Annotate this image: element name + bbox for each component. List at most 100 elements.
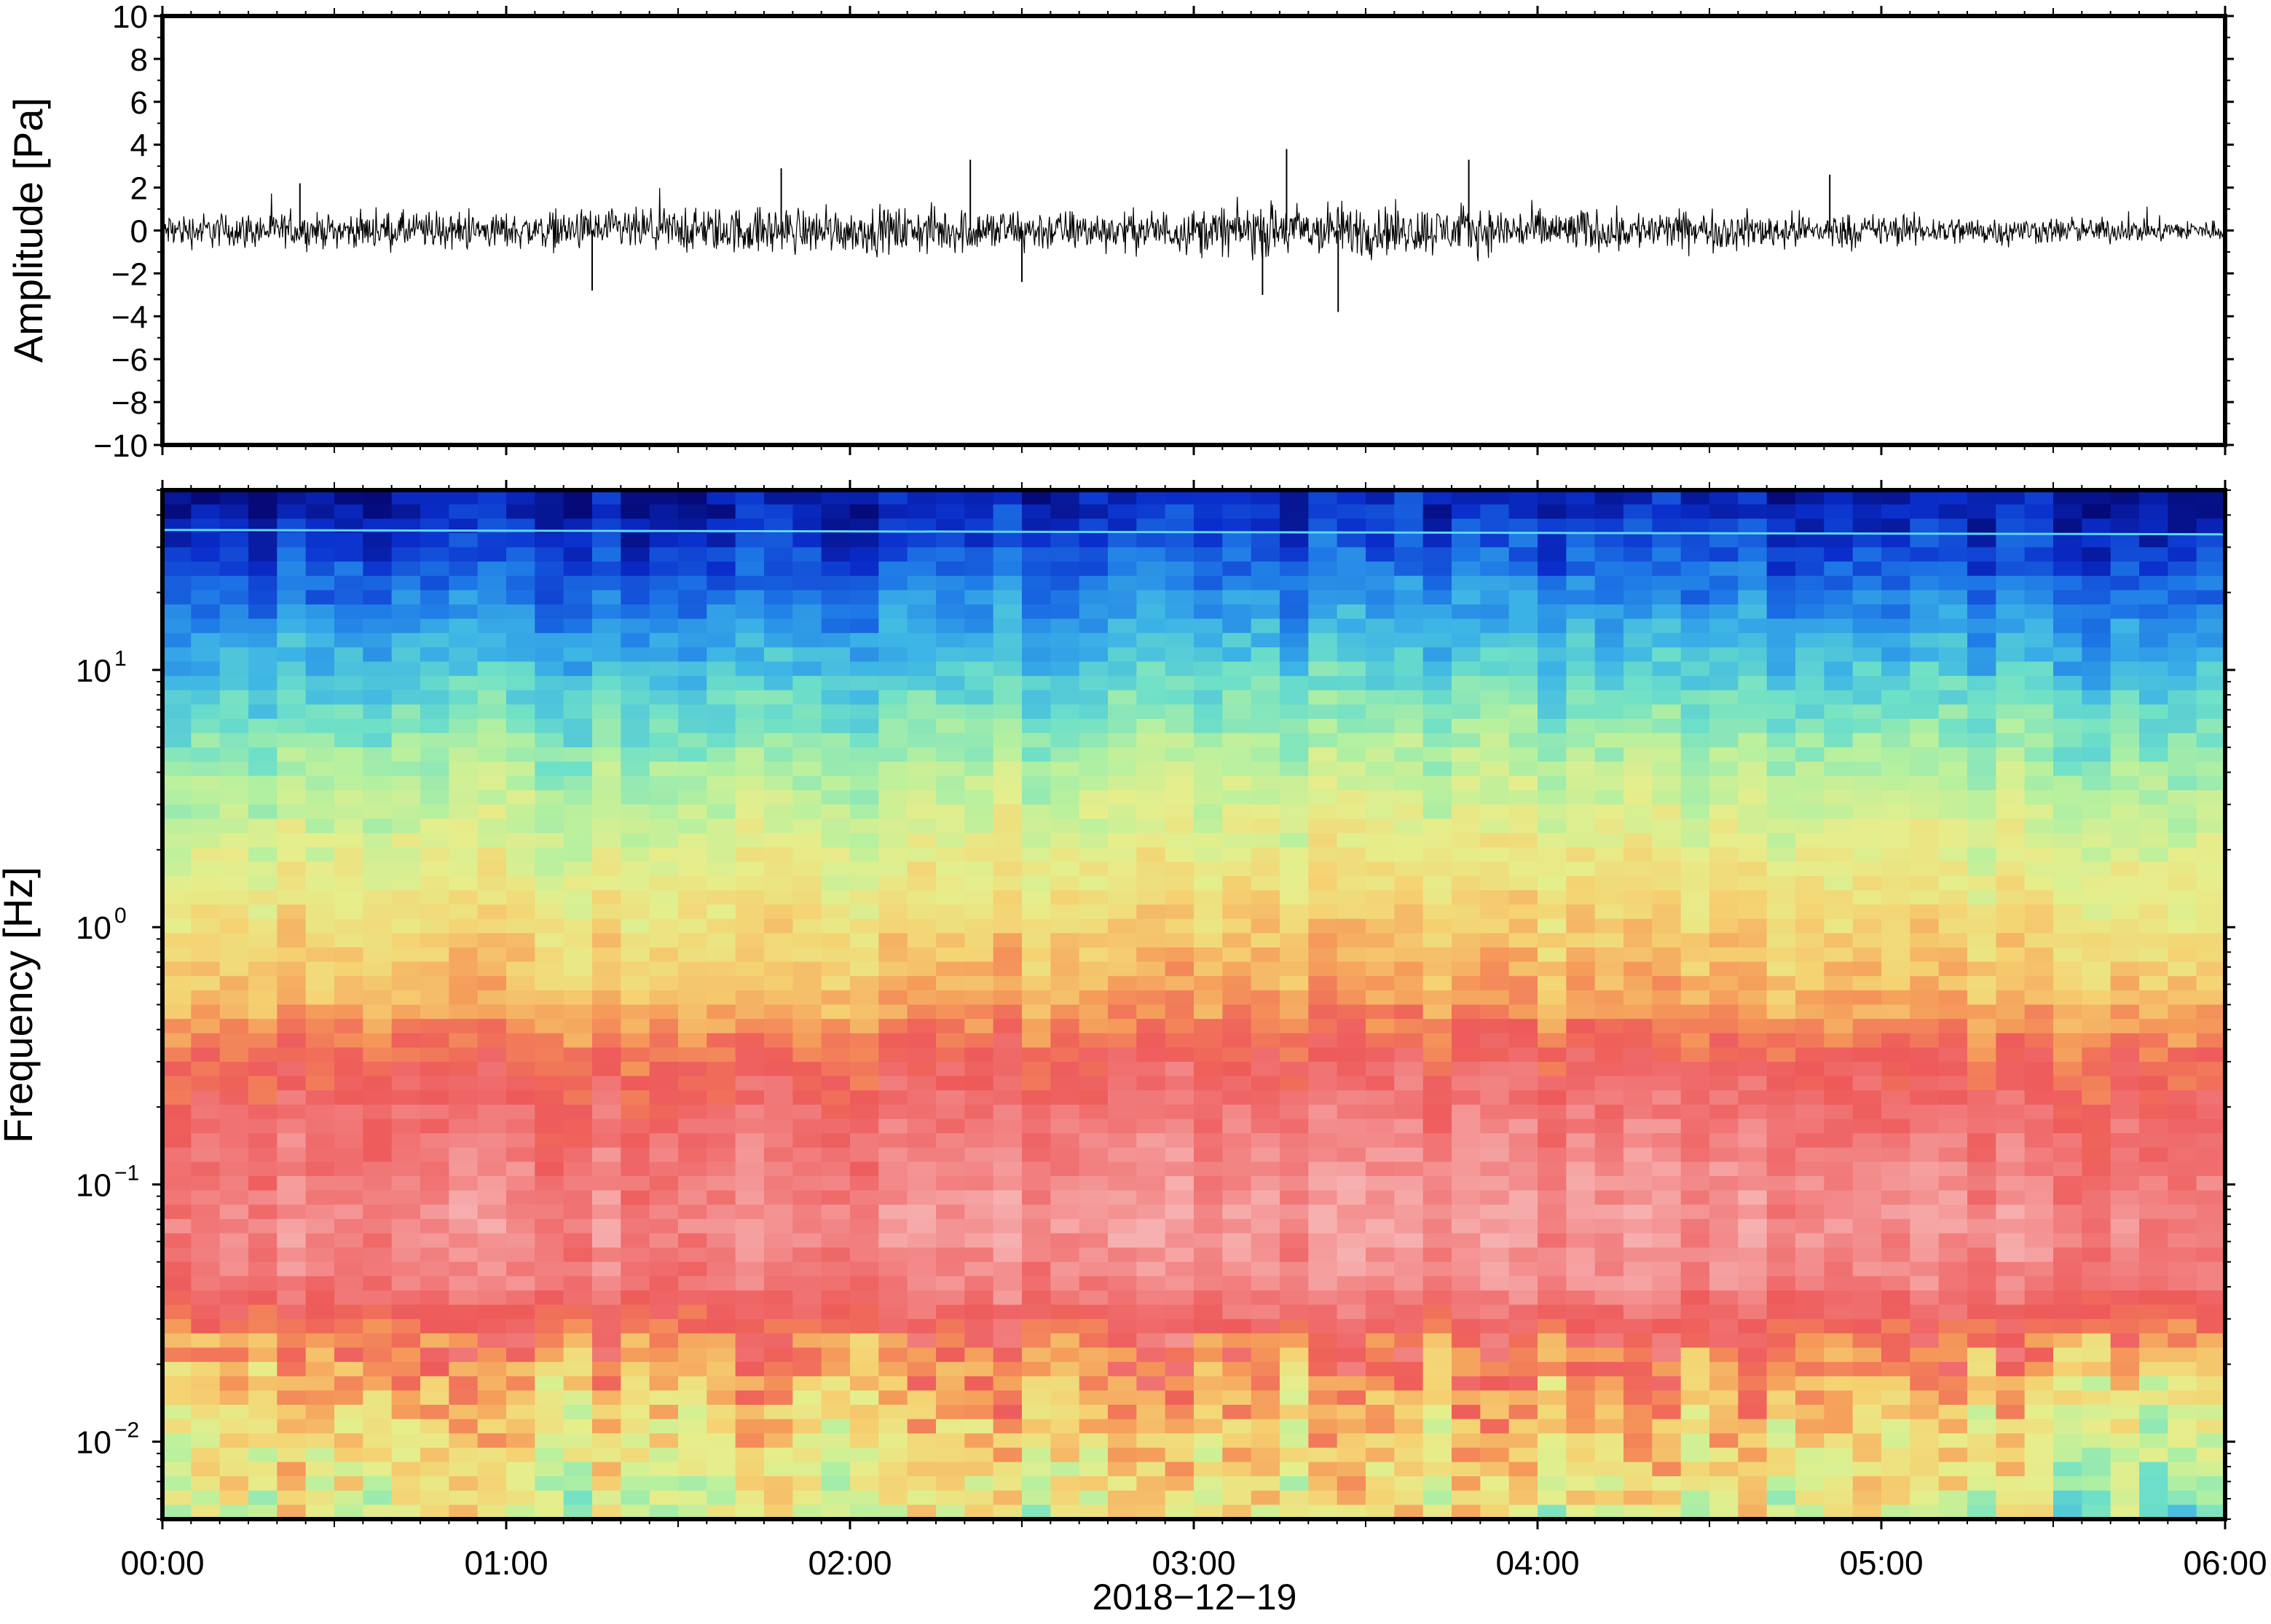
spectrogram-cell [2110,575,2140,591]
spectrogram-cell [363,1433,393,1448]
spectrogram-cell [993,604,1023,620]
spectrogram-cell [764,704,793,720]
spectrogram-cell [506,719,535,734]
spectrogram-cell [821,1333,851,1349]
spectrogram-cell [449,1362,479,1377]
spectrogram-cell [936,961,965,977]
spectrogram-cell [219,1276,249,1291]
spectrogram-cell [363,933,393,948]
spectrogram-cell [2196,647,2226,663]
spectrogram-cell [964,1233,994,1248]
spectrogram-cell [1165,1247,1194,1263]
spectrogram-cell [2024,947,2054,963]
spectrogram-cell [391,590,421,605]
spectrogram-cell [1824,1176,1854,1191]
spectrogram-cell [821,1347,851,1363]
spectrogram-cell [764,1104,793,1120]
spectrogram-cell [1480,1218,1510,1234]
spectrogram-cell [2110,1104,2140,1120]
spectrogram-cell [1996,575,2026,591]
spectrogram-cell [449,561,479,577]
spectrogram-cell [1394,575,1424,591]
spectrogram-cell [1538,690,1567,705]
spectrogram-cell [334,1233,363,1248]
spectrogram-cell [1852,1133,1882,1148]
spectrogram-cell [1881,547,1910,562]
spectrogram-cell [878,1347,908,1363]
spectrogram-cell [1280,532,1309,548]
spectrogram-cell [277,532,307,548]
spectrogram-cell [2196,1233,2226,1248]
spectrogram-cell [993,519,1023,534]
spectrogram-cell [1194,1390,1223,1406]
spectrogram-cell [1337,875,1366,891]
spectrogram-cell [1680,1104,1710,1120]
spectrogram-cell [993,1119,1023,1134]
spectrogram-cell [391,1119,421,1134]
spectrogram-cell [964,804,994,819]
spectrogram-cell [678,547,707,562]
spectrogram-cell [850,1405,879,1420]
spectrogram-cell [162,575,192,591]
spectrogram-cell [1795,1304,1825,1320]
spectrogram-cell [678,519,707,534]
spectrogram-cell [1709,1033,1739,1048]
spectrogram-cell [219,833,249,848]
spectrogram-cell [1594,1033,1624,1048]
spectrogram-cell [1251,1433,1280,1448]
spectrogram-cell [1480,1019,1510,1034]
spectrogram-cell [649,819,679,834]
spectrogram-cell [2168,647,2197,663]
spectrogram-cell [1337,676,1366,691]
spectrogram-cell [1795,961,1825,977]
spectrogram-cell [1194,1076,1223,1091]
spectrogram-cell [1910,1076,1940,1091]
spectrogram-cell [1538,1147,1567,1162]
spectrogram-cell [592,1076,621,1091]
spectrogram-cell [1194,1062,1223,1077]
spectrogram-cell [420,776,449,791]
spectrogram-cell [1108,847,1137,862]
spectrogram-cell [1108,1362,1137,1377]
spectrogram-cell [1308,1333,1338,1349]
spectrogram-cell [1194,976,1223,991]
spectrogram-cell [1165,976,1194,991]
spectrogram-cell [1795,1233,1825,1248]
spectrogram-cell [1022,519,1051,534]
spectrogram-cell [1422,847,1452,862]
spectrogram-cell [162,847,192,862]
spectrogram-cell [305,704,335,720]
spectrogram-cell [735,1376,765,1391]
spectrogram-cell [219,1290,249,1306]
spectrogram-cell [305,1147,335,1162]
spectrogram-cell [191,947,221,963]
spectrogram-cell [2139,947,2168,963]
spectrogram-cell [1050,1205,1080,1220]
spectrogram-cell [1222,618,1252,634]
spectrogram-cell [1852,590,1882,605]
spectrogram-cell [1566,833,1596,848]
spectrogram-cell [1022,618,1051,634]
spectrogram-cell [1165,719,1194,734]
spectrogram-cell [1910,1047,1940,1063]
spectrogram-cell [1108,976,1137,991]
spectrogram-cell [1050,1019,1080,1034]
spectrogram-cell [1394,719,1424,734]
spectrogram-cell [2082,1190,2111,1205]
spectrogram-cell [1394,490,1424,505]
spectrogram-cell [907,490,937,505]
spectrogram-cell [162,547,192,562]
spectrogram-cell [1222,1304,1252,1320]
spectrogram-cell [219,1233,249,1248]
spectrogram-cell [1967,733,1996,748]
spectrogram-cell [1050,819,1080,834]
spectrogram-cell [1738,1376,1768,1391]
spectrogram-cell [964,690,994,705]
spectrogram-cell [305,761,335,777]
spectrogram-cell [592,633,621,648]
spectrogram-cell [1366,790,1395,805]
spectrogram-cell [592,1362,621,1377]
spectrogram-cell [191,547,221,562]
spectrogram-cell [1280,1304,1309,1320]
spectrogram-cell [1881,733,1910,748]
